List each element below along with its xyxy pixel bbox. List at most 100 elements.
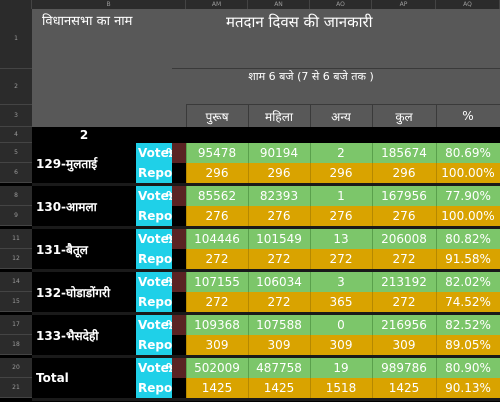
report-cell-an[interactable]: 309 <box>248 335 310 355</box>
report-cell-ap[interactable]: 276 <box>372 206 436 226</box>
votes-label[interactable]: Votes <box>136 186 172 206</box>
row-header-8[interactable]: 8 <box>0 186 32 206</box>
votes-label[interactable]: Votes <box>136 229 172 249</box>
report-cell-ap[interactable]: 296 <box>372 163 436 183</box>
row-header-15[interactable]: 15 <box>0 292 32 312</box>
row-header-21[interactable]: 21 <box>0 378 32 398</box>
report-label[interactable]: Repo <box>136 335 172 355</box>
row-header-5[interactable]: 5 <box>0 143 32 163</box>
sub-header-2[interactable]: अन्य <box>331 109 351 124</box>
report-cell-am[interactable]: 272 <box>186 249 248 269</box>
votes-cell-ao[interactable]: 0 <box>310 315 372 335</box>
column-header-am[interactable]: AM <box>186 0 248 9</box>
votes-cell-ap[interactable]: 213192 <box>372 272 436 292</box>
row4-value[interactable]: 2 <box>79 128 89 142</box>
report-label[interactable]: Repo <box>136 378 172 398</box>
column-header-ao[interactable]: AO <box>310 0 372 9</box>
report-cell-am[interactable]: 309 <box>186 335 248 355</box>
row-header-12[interactable]: 12 <box>0 249 32 269</box>
report-cell-an[interactable]: 1425 <box>248 378 310 398</box>
constituency-name[interactable]: 131-बैतूल <box>36 242 88 257</box>
votes-cell-am[interactable]: 95478 <box>186 143 248 163</box>
report-cell-ao[interactable]: 296 <box>310 163 372 183</box>
votes-cell-aq[interactable]: 80.82% <box>436 229 500 249</box>
sub-header-1[interactable]: महिला <box>265 109 293 124</box>
column-header-an[interactable]: AN <box>248 0 310 9</box>
row-header-4[interactable]: 4 <box>0 127 32 143</box>
constituency-name[interactable]: 132-घोडाडोंगरी <box>36 285 111 300</box>
votes-cell-aq[interactable]: 80.90% <box>436 358 500 378</box>
report-label[interactable]: Repo <box>136 249 172 269</box>
votes-cell-am[interactable]: 104446 <box>186 229 248 249</box>
votes-cell-am[interactable]: 107155 <box>186 272 248 292</box>
sub-header-4[interactable]: % <box>462 109 474 123</box>
report-cell-ap[interactable]: 1425 <box>372 378 436 398</box>
votes-cell-ao[interactable]: 2 <box>310 143 372 163</box>
report-cell-ap[interactable]: 272 <box>372 249 436 269</box>
votes-cell-ap[interactable]: 206008 <box>372 229 436 249</box>
votes-label[interactable]: Votes <box>136 358 172 378</box>
row-header-9[interactable]: 9 <box>0 206 32 226</box>
row-header-2[interactable]: 2 <box>0 69 32 105</box>
report-cell-ao[interactable]: 272 <box>310 249 372 269</box>
votes-cell-am[interactable]: 502009 <box>186 358 248 378</box>
column-header-aq[interactable]: AQ <box>436 0 500 9</box>
report-cell-ap[interactable]: 272 <box>372 292 436 312</box>
report-cell-aq[interactable]: 74.52% <box>436 292 500 312</box>
b-header-cell[interactable] <box>32 9 184 127</box>
report-cell-am[interactable]: 1425 <box>186 378 248 398</box>
row-header-3[interactable]: 3 <box>0 105 32 127</box>
votes-cell-aq[interactable]: 82.52% <box>436 315 500 335</box>
votes-cell-aq[interactable]: 80.69% <box>436 143 500 163</box>
report-label[interactable]: Repo <box>136 163 172 183</box>
votes-cell-an[interactable]: 82393 <box>248 186 310 206</box>
votes-cell-ao[interactable]: 13 <box>310 229 372 249</box>
report-label[interactable]: Repo <box>136 292 172 312</box>
report-cell-an[interactable]: 296 <box>248 163 310 183</box>
report-cell-am[interactable]: 276 <box>186 206 248 226</box>
constituency-name[interactable]: 130-आमला <box>36 199 97 214</box>
constituency-name[interactable]: 133-भैसदेही <box>36 328 99 343</box>
row-header-11[interactable]: 11 <box>0 229 32 249</box>
report-cell-aq[interactable]: 90.13% <box>436 378 500 398</box>
votes-cell-ap[interactable]: 167956 <box>372 186 436 206</box>
votes-cell-ao[interactable]: 19 <box>310 358 372 378</box>
row-header-18[interactable]: 18 <box>0 335 32 355</box>
constituency-name[interactable]: Total <box>36 371 69 385</box>
report-label[interactable]: Repo <box>136 206 172 226</box>
votes-cell-an[interactable]: 101549 <box>248 229 310 249</box>
votes-cell-an[interactable]: 487758 <box>248 358 310 378</box>
select-all-corner[interactable] <box>0 0 32 9</box>
report-cell-ao[interactable]: 1518 <box>310 378 372 398</box>
report-cell-an[interactable]: 272 <box>248 292 310 312</box>
votes-cell-ap[interactable]: 989786 <box>372 358 436 378</box>
report-cell-aq[interactable]: 91.58% <box>436 249 500 269</box>
report-cell-aq[interactable]: 100.00% <box>436 163 500 183</box>
votes-cell-ao[interactable]: 3 <box>310 272 372 292</box>
sub-header-3[interactable]: कुल <box>395 109 413 124</box>
sub-header-0[interactable]: पुरूष <box>205 109 229 124</box>
report-cell-an[interactable]: 276 <box>248 206 310 226</box>
report-cell-ao[interactable]: 276 <box>310 206 372 226</box>
row-header-17[interactable]: 17 <box>0 315 32 335</box>
votes-cell-ap[interactable]: 185674 <box>372 143 436 163</box>
votes-label[interactable]: Votes <box>136 272 172 292</box>
votes-cell-an[interactable]: 107588 <box>248 315 310 335</box>
row-header-1[interactable]: 1 <box>0 9 32 69</box>
votes-cell-aq[interactable]: 82.02% <box>436 272 500 292</box>
report-cell-an[interactable]: 272 <box>248 249 310 269</box>
report-cell-ao[interactable]: 365 <box>310 292 372 312</box>
report-cell-ao[interactable]: 309 <box>310 335 372 355</box>
column-header-b[interactable]: B <box>32 0 186 9</box>
votes-label[interactable]: Votes <box>136 143 172 163</box>
column-header-ap[interactable]: AP <box>372 0 436 9</box>
votes-cell-am[interactable]: 85562 <box>186 186 248 206</box>
votes-label[interactable]: Votes <box>136 315 172 335</box>
constituency-name[interactable]: 129-मुलताई <box>36 156 98 171</box>
votes-cell-an[interactable]: 90194 <box>248 143 310 163</box>
votes-cell-ao[interactable]: 1 <box>310 186 372 206</box>
votes-cell-am[interactable]: 109368 <box>186 315 248 335</box>
row-header-20[interactable]: 20 <box>0 358 32 378</box>
report-cell-aq[interactable]: 100.00% <box>436 206 500 226</box>
report-cell-am[interactable]: 296 <box>186 163 248 183</box>
